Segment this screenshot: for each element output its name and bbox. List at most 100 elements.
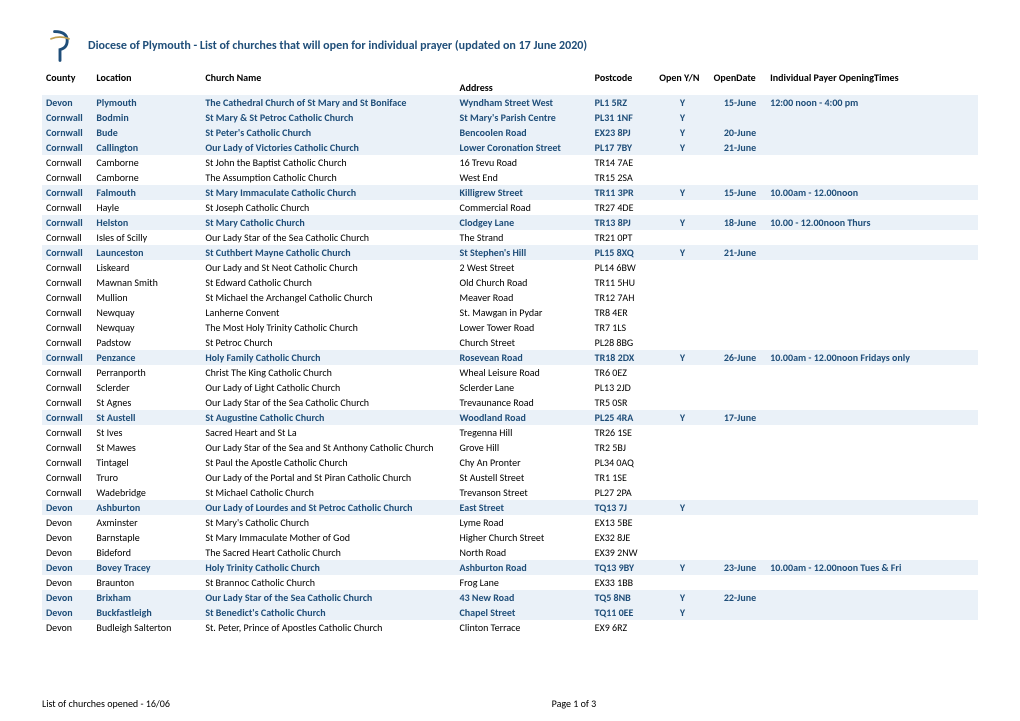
cell-date [710, 440, 766, 455]
cell-open [655, 515, 709, 530]
cell-church: The Cathedral Church of St Mary and St B… [201, 95, 455, 110]
cell-county: Cornwall [42, 410, 92, 425]
cell-postcode: TR18 2DX [591, 350, 656, 365]
cell-church: St Paul the Apostle Catholic Church [201, 455, 455, 470]
cell-postcode: PL27 2PA [591, 485, 656, 500]
table-row: CornwallSt AgnesOur Lady Star of the Sea… [42, 395, 978, 410]
cell-open [655, 335, 709, 350]
cell-address: The Strand [456, 230, 591, 245]
cell-church: The Assumption Catholic Church [201, 170, 455, 185]
cell-date [710, 200, 766, 215]
cell-postcode: EX32 8JE [591, 530, 656, 545]
cell-church: St Edward Catholic Church [201, 275, 455, 290]
cell-open: Y [655, 500, 709, 515]
cell-address: Frog Lane [456, 575, 591, 590]
cell-address: Church Street [456, 335, 591, 350]
cell-location: Tintagel [92, 455, 201, 470]
cell-county: Cornwall [42, 425, 92, 440]
cell-postcode: TR21 0PT [591, 230, 656, 245]
cell-date [710, 380, 766, 395]
cell-address: 43 New Road [456, 590, 591, 605]
cell-address: Grove Hill [456, 440, 591, 455]
cell-open [655, 290, 709, 305]
cell-location: Buckfastleigh [92, 605, 201, 620]
cell-county: Cornwall [42, 185, 92, 200]
cell-location: Plymouth [92, 95, 201, 110]
cell-county: Devon [42, 545, 92, 560]
table-row: CornwallHayleSt Joseph Catholic ChurchCo… [42, 200, 978, 215]
cell-times [766, 455, 978, 470]
cell-address: Commercial Road [456, 200, 591, 215]
cell-postcode: TR7 1LS [591, 320, 656, 335]
cell-county: Cornwall [42, 350, 92, 365]
cell-county: Devon [42, 530, 92, 545]
table-row: DevonAxminsterSt Mary's Catholic ChurchL… [42, 515, 978, 530]
cell-county: Devon [42, 575, 92, 590]
cell-county: Cornwall [42, 290, 92, 305]
cell-address: Lower Coronation Street [456, 140, 591, 155]
cell-date [710, 335, 766, 350]
cell-address: Lower Tower Road [456, 320, 591, 335]
table-row: DevonPlymouthThe Cathedral Church of St … [42, 95, 978, 110]
cell-address: St Mary's Parish Centre [456, 110, 591, 125]
cell-date: 21-June [710, 245, 766, 260]
cell-times [766, 335, 978, 350]
cell-open: Y [655, 560, 709, 575]
table-row: CornwallMullionSt Michael the Archangel … [42, 290, 978, 305]
cell-open [655, 485, 709, 500]
table-row: CornwallMawnan SmithSt Edward Catholic C… [42, 275, 978, 290]
cell-location: Helston [92, 215, 201, 230]
col-open-header: Open Y/N [655, 70, 709, 95]
cell-address: Higher Church Street [456, 530, 591, 545]
cell-times [766, 425, 978, 440]
table-row: CornwallCamborneSt John the Baptist Cath… [42, 155, 978, 170]
cell-postcode: TR12 7AH [591, 290, 656, 305]
cell-address: Sclerder Lane [456, 380, 591, 395]
cell-postcode: EX23 8PJ [591, 125, 656, 140]
page: Diocese of Plymouth - List of churches t… [0, 0, 1020, 635]
cell-date: 21-June [710, 140, 766, 155]
cell-location: Perranporth [92, 365, 201, 380]
cell-church: Holy Trinity Catholic Church [201, 560, 455, 575]
cell-address: West End [456, 170, 591, 185]
cell-open [655, 230, 709, 245]
cell-address: St Austell Street [456, 470, 591, 485]
cell-address: St. Mawgan in Pydar [456, 305, 591, 320]
cell-address: 2 West Street [456, 260, 591, 275]
cell-times [766, 140, 978, 155]
page-title: Diocese of Plymouth - List of churches t… [88, 39, 587, 53]
cell-address: Killigrew Street [456, 185, 591, 200]
cell-church: St Cuthbert Mayne Catholic Church [201, 245, 455, 260]
cell-location: Camborne [92, 155, 201, 170]
cell-times [766, 155, 978, 170]
cell-times [766, 620, 978, 635]
cell-open [655, 395, 709, 410]
cell-county: Devon [42, 560, 92, 575]
cell-church: Sacred Heart and St La [201, 425, 455, 440]
cell-county: Cornwall [42, 140, 92, 155]
cell-times [766, 230, 978, 245]
cell-church: St Benedict's Catholic Church [201, 605, 455, 620]
cell-date [710, 530, 766, 545]
cell-times [766, 170, 978, 185]
cell-location: Mullion [92, 290, 201, 305]
cell-county: Cornwall [42, 110, 92, 125]
table-row: DevonBidefordThe Sacred Heart Catholic C… [42, 545, 978, 560]
table-row: CornwallSt MawesOur Lady Star of the Sea… [42, 440, 978, 455]
cell-church: St Mary Immaculate Mother of God [201, 530, 455, 545]
col-address-label: Address [460, 80, 587, 95]
cell-postcode: TR27 4DE [591, 200, 656, 215]
cell-times [766, 275, 978, 290]
cell-postcode: EX9 6RZ [591, 620, 656, 635]
cell-address: Meaver Road [456, 290, 591, 305]
cell-date [710, 425, 766, 440]
cell-date [710, 305, 766, 320]
cell-location: Camborne [92, 170, 201, 185]
cell-location: Truro [92, 470, 201, 485]
cell-date [710, 605, 766, 620]
footer-center: Page 1 of 3 [170, 697, 978, 710]
cell-date [710, 575, 766, 590]
cell-date [710, 320, 766, 335]
cell-location: Padstow [92, 335, 201, 350]
table-row: DevonBarnstapleSt Mary Immaculate Mother… [42, 530, 978, 545]
